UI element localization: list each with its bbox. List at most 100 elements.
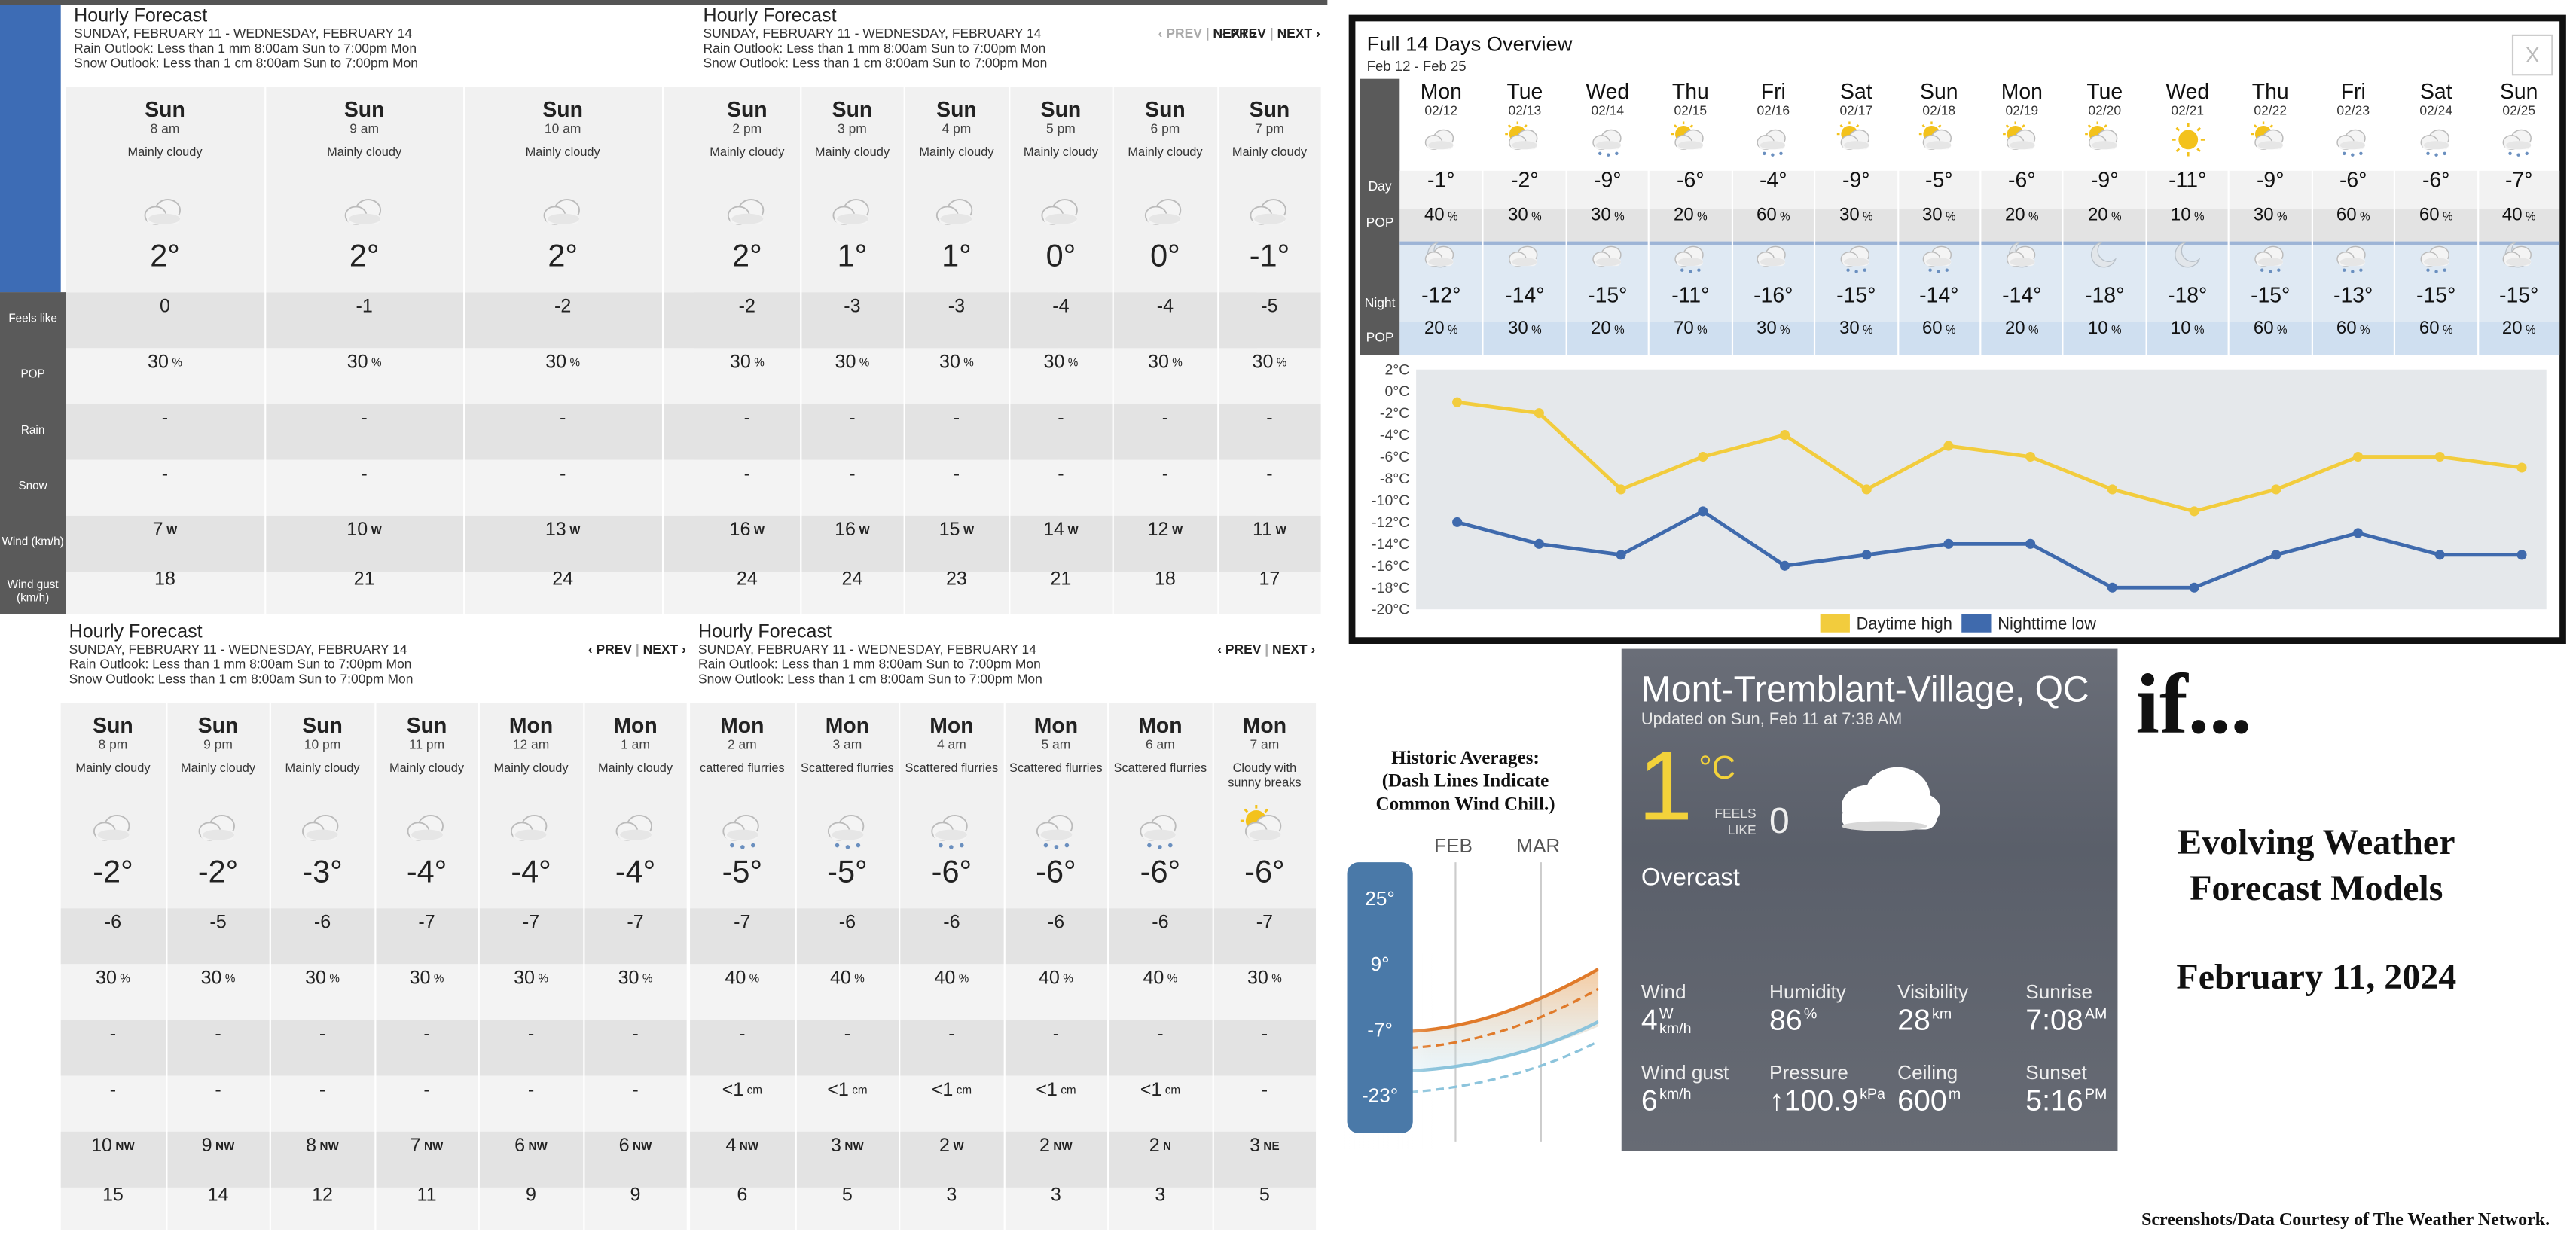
hist-temp-minus23: -23° bbox=[1361, 1084, 1399, 1108]
row-label: Rain bbox=[0, 404, 66, 460]
overview-date: 02/16 bbox=[1757, 103, 1790, 119]
hour-temp: -4° bbox=[615, 855, 656, 891]
next-button[interactable]: NEXT › bbox=[1213, 26, 1256, 41]
hour-rain: - bbox=[584, 1007, 686, 1062]
overview-panel: Full 14 Days Overview Feb 12 - Feb 25 X … bbox=[1348, 14, 2566, 644]
hour-condition: Scattered flurries bbox=[905, 760, 999, 776]
snow-value: - bbox=[215, 1081, 221, 1101]
overview-low: -11° bbox=[1671, 282, 1710, 307]
overview-low: -12° bbox=[1421, 282, 1461, 307]
prev-button[interactable]: ‹ PREV bbox=[1217, 642, 1262, 657]
sun-cloud-icon bbox=[2230, 118, 2311, 161]
cloud-icon bbox=[695, 188, 799, 236]
pop-value: 20 bbox=[2501, 319, 2523, 339]
hour-day: Sun bbox=[145, 96, 185, 122]
current-stat: Visibility 28 km bbox=[1897, 980, 1968, 1038]
hour-condition: Mainly cloudy bbox=[919, 144, 994, 160]
hour-pop: 30% bbox=[545, 352, 581, 373]
cloud-icon bbox=[271, 803, 374, 852]
wind-value: 7 bbox=[152, 520, 163, 541]
wind-value: 16 bbox=[835, 520, 856, 541]
hour-column: Mon 2 am cattered flurries -5° -7 40% - <1 cm 4 NW… bbox=[690, 703, 794, 1230]
snow-value: <1 bbox=[1140, 1081, 1162, 1101]
cloud-icon bbox=[801, 188, 903, 236]
wind-direction: NW bbox=[844, 1140, 864, 1153]
overview-day-name: Sun bbox=[2499, 78, 2538, 104]
overview-day-pop: 20% bbox=[2004, 205, 2039, 225]
hour-gust: 3 bbox=[1155, 1185, 1166, 1206]
rain-value: - bbox=[1266, 409, 1273, 429]
wind-direction: W bbox=[371, 524, 382, 537]
hour-wind: 6 NW bbox=[480, 1118, 582, 1174]
flurries-icon bbox=[2312, 235, 2394, 278]
y-tick-label: -8°C bbox=[1380, 471, 1409, 487]
current-stat: Humidity 86% bbox=[1769, 980, 1846, 1038]
overview-low: -15° bbox=[2251, 282, 2291, 307]
overview-high: -9° bbox=[1842, 167, 1870, 193]
pop-value: 60 bbox=[2336, 319, 2357, 339]
hour-day: Mon bbox=[929, 712, 974, 738]
hour-feels: -4 bbox=[1052, 297, 1070, 317]
hist-temp-minus7: -7° bbox=[1367, 1018, 1393, 1041]
pop-value: 40 bbox=[934, 968, 956, 989]
overview-high: -9° bbox=[2256, 167, 2285, 193]
hour-temp: -1° bbox=[1249, 239, 1290, 275]
next-button[interactable]: NEXT › bbox=[1272, 642, 1316, 657]
feels-value: 0 bbox=[1769, 800, 1790, 841]
hour-condition: Mainly cloudy bbox=[525, 144, 600, 160]
next-button[interactable]: NEXT › bbox=[642, 642, 686, 657]
overview-day-name: Sun bbox=[1920, 78, 1958, 104]
overview-day-pop: 30% bbox=[1921, 205, 1956, 225]
snow-value: - bbox=[1058, 465, 1064, 485]
overview-day-pop: 30% bbox=[1839, 205, 1873, 225]
sun-cloud-icon bbox=[1815, 118, 1897, 161]
hour-rain: - bbox=[271, 1007, 374, 1062]
flurries-icon bbox=[2395, 235, 2477, 278]
hour-time: 2 am bbox=[727, 737, 757, 752]
prev-button[interactable]: ‹ PREV bbox=[588, 642, 633, 657]
hour-day: Sun bbox=[1040, 96, 1082, 122]
hour-feels: -3 bbox=[948, 297, 966, 317]
hour-rain: - bbox=[1109, 1007, 1211, 1062]
close-button[interactable]: X bbox=[2511, 34, 2553, 76]
wind-value: 16 bbox=[729, 520, 751, 541]
stat-sup: m bbox=[1948, 1085, 1961, 1102]
prev-button[interactable]: ‹ PREV bbox=[1222, 26, 1266, 41]
hour-pop: 30% bbox=[409, 968, 444, 989]
overview-low: -14° bbox=[1919, 282, 1959, 307]
overview-day-name: Sat bbox=[2419, 78, 2452, 104]
hour-gust: 21 bbox=[1050, 569, 1072, 590]
hour-pop: 30% bbox=[96, 968, 130, 989]
prev-button[interactable]: ‹ PREV bbox=[1158, 26, 1202, 41]
next-button[interactable]: NEXT › bbox=[1277, 26, 1320, 41]
hour-pop: 40% bbox=[1038, 968, 1073, 989]
hour-condition: Mainly cloudy bbox=[75, 760, 151, 776]
wind-value: 13 bbox=[545, 520, 566, 541]
wind-direction: W bbox=[1171, 524, 1183, 537]
snow-unit: cm bbox=[746, 1084, 762, 1096]
hour-day: Mon bbox=[825, 712, 870, 738]
hour-pop: 40% bbox=[725, 968, 760, 989]
current-stat: Sunset 5:16 PM bbox=[2025, 1061, 2107, 1118]
hour-gust: 14 bbox=[207, 1185, 229, 1206]
hour-snow: - bbox=[166, 1062, 269, 1118]
snow-value: - bbox=[559, 465, 566, 485]
hour-temp: 0° bbox=[1045, 239, 1076, 275]
y-tick-label: -2°C bbox=[1380, 405, 1409, 422]
y-tick-label: -14°C bbox=[1372, 536, 1409, 553]
hourly-title: Hourly Forecast bbox=[74, 6, 208, 26]
pop-value: 10 bbox=[2087, 319, 2108, 339]
pop-value: 20 bbox=[2004, 319, 2025, 339]
nighttime-low-point bbox=[2434, 550, 2445, 560]
condition-text: Overcast bbox=[1641, 864, 1740, 892]
hour-time: 5 am bbox=[1041, 737, 1071, 752]
hour-pop: 40% bbox=[934, 968, 969, 989]
hour-time: 5 pm bbox=[1046, 121, 1076, 137]
pop-value: 60 bbox=[2419, 205, 2440, 225]
row-label: Snow bbox=[0, 459, 66, 516]
wind-value: 8 bbox=[306, 1136, 317, 1157]
flurries-icon bbox=[900, 803, 1003, 852]
hourly-date-range: SUNDAY, FEBRUARY 11 - WEDNESDAY, FEBRUAR… bbox=[74, 26, 413, 41]
flurries-icon bbox=[2230, 235, 2311, 278]
daytime-high-point bbox=[1943, 441, 1954, 451]
